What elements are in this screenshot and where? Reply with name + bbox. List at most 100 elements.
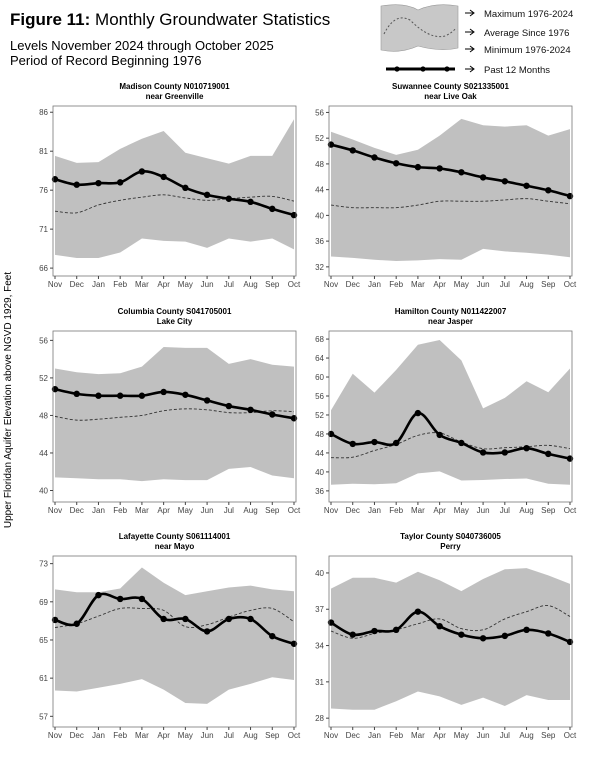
x-tick-label: Jan xyxy=(92,506,105,515)
y-tick-label: 44 xyxy=(315,186,324,195)
past-point-jan xyxy=(95,179,102,187)
past-point-may xyxy=(458,631,465,638)
plot-frame xyxy=(52,555,297,728)
average-line xyxy=(54,194,295,214)
x-tick-label: Aug xyxy=(243,731,257,740)
x-tick-label: Jul xyxy=(224,280,234,289)
panel-title: Taylor County S040736005 xyxy=(400,532,501,541)
x-tick-label: Oct xyxy=(564,731,577,740)
panel-subtitle: near Jasper xyxy=(428,317,473,326)
past-point-dec xyxy=(73,390,80,398)
past-point-jun xyxy=(479,635,487,642)
x-tick-label: Dec xyxy=(70,280,84,289)
past-point-dec xyxy=(349,147,356,154)
past-point-jul xyxy=(501,449,509,456)
past-point-dec xyxy=(349,440,356,448)
past-point-oct xyxy=(290,415,298,422)
past-point-jun xyxy=(203,628,211,635)
y-tick-label: 76 xyxy=(39,186,48,195)
past-point-aug xyxy=(523,626,530,634)
x-tick-label: Sep xyxy=(541,280,556,289)
legend-average-swatch xyxy=(383,17,457,38)
past-point-jul xyxy=(225,195,233,202)
y-tick-label: 61 xyxy=(39,674,48,683)
past-point-may xyxy=(458,439,465,447)
legend-min-label: Minimum 1976-2024 xyxy=(484,45,571,56)
average-line xyxy=(330,432,571,459)
past-point-aug xyxy=(247,198,254,206)
panel-title: Hamilton County N011422007 xyxy=(395,307,507,316)
y-tick-label: 36 xyxy=(315,237,324,246)
past-point-feb xyxy=(116,392,124,399)
x-tick-label: Jan xyxy=(92,731,105,740)
y-tick-label: 52 xyxy=(39,374,48,383)
x-tick-label: Jul xyxy=(500,506,510,515)
x-tick-label: Jun xyxy=(477,731,490,740)
x-tick-label: Jan xyxy=(92,280,105,289)
x-tick-label: Nov xyxy=(48,731,62,740)
past-point-may xyxy=(182,391,189,398)
x-tick-label: May xyxy=(178,506,193,515)
x-tick-label: Sep xyxy=(541,506,556,515)
x-tick-label: Mar xyxy=(411,731,425,740)
y-tick-label: 69 xyxy=(39,598,48,607)
y-tick-label: 40 xyxy=(315,569,324,578)
x-tick-label: Jul xyxy=(224,731,234,740)
y-tick-label: 73 xyxy=(39,560,48,569)
past-point-sep xyxy=(545,450,552,458)
y-tick-label: 44 xyxy=(315,449,324,458)
x-tick-label: Nov xyxy=(324,280,338,289)
y-tick-label: 48 xyxy=(315,160,324,169)
x-tick-label: Feb xyxy=(113,731,127,740)
past-point-oct xyxy=(566,638,574,646)
y-tick-label: 32 xyxy=(315,263,324,272)
past-point-sep xyxy=(545,630,552,637)
past-point-oct xyxy=(290,211,298,219)
x-tick-label: May xyxy=(178,280,193,289)
average-line xyxy=(330,605,571,639)
x-tick-label: Aug xyxy=(519,280,533,289)
plot-frame xyxy=(52,105,297,277)
x-tick-label: Sep xyxy=(265,280,280,289)
x-tick-label: Jun xyxy=(201,731,214,740)
average-line xyxy=(330,198,571,209)
x-tick-label: Apr xyxy=(157,731,170,740)
x-tick-label: Sep xyxy=(541,731,556,740)
past-point-feb xyxy=(116,179,124,186)
past-point-sep xyxy=(545,187,552,194)
x-tick-label: Mar xyxy=(411,280,425,289)
figure-title: Figure 11: Monthly Groundwater Statistic… xyxy=(10,10,330,30)
past-point-dec xyxy=(73,620,80,627)
y-tick-label: 56 xyxy=(315,392,324,401)
x-tick-label: Jun xyxy=(201,280,214,289)
y-tick-label: 60 xyxy=(315,373,324,382)
x-tick-label: Jul xyxy=(224,506,234,515)
x-tick-label: Jun xyxy=(201,506,214,515)
arrow-icon xyxy=(465,28,475,36)
past-point-oct xyxy=(566,455,574,462)
past-point-mar xyxy=(414,409,422,417)
y-tick-label: 56 xyxy=(315,108,324,117)
x-tick-label: Aug xyxy=(519,506,533,515)
y-tick-label: 44 xyxy=(39,449,48,458)
y-tick-label: 57 xyxy=(39,712,48,721)
past-point-may xyxy=(458,169,465,176)
past-point-jan xyxy=(371,627,378,635)
y-tick-label: 40 xyxy=(315,211,324,220)
past-point-apr xyxy=(436,622,443,630)
y-tick-label: 34 xyxy=(315,642,324,651)
arrow-icon xyxy=(465,45,475,53)
x-tick-label: Apr xyxy=(157,280,170,289)
range-band xyxy=(331,340,570,485)
y-tick-label: 65 xyxy=(39,636,48,645)
x-tick-label: Oct xyxy=(288,506,301,515)
legend-avg-label: Average Since 1976 xyxy=(484,28,569,39)
past-point-jul xyxy=(501,632,509,640)
x-tick-label: Mar xyxy=(411,506,425,515)
panel-subtitle: Lake City xyxy=(157,317,193,326)
y-tick-label: 52 xyxy=(315,411,324,420)
y-tick-label: 40 xyxy=(39,486,48,495)
